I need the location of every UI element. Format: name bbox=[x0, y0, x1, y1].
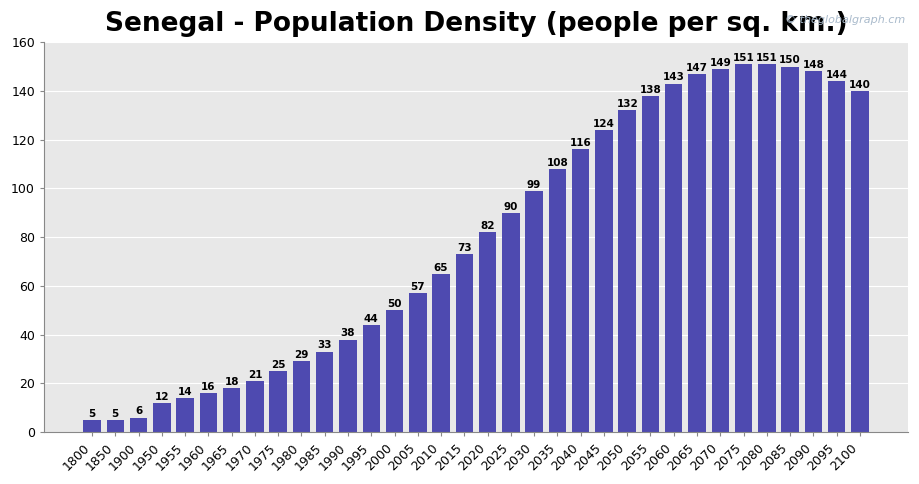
Bar bbox=[479, 232, 496, 432]
Bar bbox=[84, 420, 101, 432]
Text: 124: 124 bbox=[593, 119, 615, 129]
Bar bbox=[502, 213, 519, 432]
Text: 14: 14 bbox=[177, 387, 192, 397]
Text: 151: 151 bbox=[756, 53, 777, 63]
Text: 50: 50 bbox=[387, 299, 402, 309]
Bar bbox=[805, 72, 823, 432]
Text: 65: 65 bbox=[434, 262, 448, 272]
Text: 144: 144 bbox=[825, 70, 847, 80]
Text: 6: 6 bbox=[135, 406, 142, 416]
Text: 148: 148 bbox=[802, 60, 824, 70]
Bar bbox=[269, 371, 287, 432]
Text: 5: 5 bbox=[88, 408, 96, 419]
Text: 147: 147 bbox=[686, 63, 708, 73]
Text: 16: 16 bbox=[201, 382, 216, 392]
Text: 21: 21 bbox=[247, 370, 262, 380]
Bar bbox=[851, 91, 868, 432]
Text: 90: 90 bbox=[504, 202, 518, 212]
Bar bbox=[456, 254, 473, 432]
Text: 140: 140 bbox=[849, 80, 871, 90]
Bar bbox=[758, 64, 776, 432]
Text: 29: 29 bbox=[294, 350, 309, 360]
Text: 116: 116 bbox=[570, 138, 592, 148]
Bar bbox=[362, 325, 380, 432]
Bar bbox=[409, 293, 426, 432]
Bar bbox=[549, 169, 566, 432]
Bar bbox=[711, 69, 729, 432]
Text: 73: 73 bbox=[457, 243, 471, 253]
Text: 82: 82 bbox=[481, 221, 494, 231]
Text: 138: 138 bbox=[640, 85, 662, 94]
Text: 33: 33 bbox=[317, 340, 332, 350]
Text: 108: 108 bbox=[547, 158, 568, 168]
Text: © theglobalgraph.cm: © theglobalgraph.cm bbox=[785, 15, 905, 25]
Text: 38: 38 bbox=[341, 328, 356, 338]
Bar bbox=[665, 84, 683, 432]
Bar bbox=[339, 340, 357, 432]
Bar bbox=[107, 420, 124, 432]
Bar bbox=[199, 393, 217, 432]
Bar bbox=[781, 67, 799, 432]
Bar bbox=[828, 81, 845, 432]
Text: 143: 143 bbox=[663, 73, 685, 82]
Bar bbox=[293, 362, 310, 432]
Bar bbox=[386, 310, 403, 432]
Bar bbox=[130, 418, 147, 432]
Text: 99: 99 bbox=[527, 180, 541, 190]
Bar bbox=[688, 74, 706, 432]
Text: 150: 150 bbox=[779, 55, 801, 65]
Bar bbox=[176, 398, 194, 432]
Bar bbox=[641, 96, 659, 432]
Text: 149: 149 bbox=[709, 58, 732, 68]
Text: 57: 57 bbox=[411, 282, 425, 292]
Text: 12: 12 bbox=[154, 392, 169, 402]
Text: 151: 151 bbox=[732, 53, 754, 63]
Bar bbox=[153, 403, 171, 432]
Text: 18: 18 bbox=[224, 377, 239, 387]
Text: 132: 132 bbox=[617, 99, 638, 109]
Bar bbox=[526, 191, 543, 432]
Bar bbox=[316, 352, 334, 432]
Title: Senegal - Population Density (people per sq. km.): Senegal - Population Density (people per… bbox=[105, 11, 847, 37]
Bar bbox=[432, 274, 449, 432]
Bar bbox=[618, 110, 636, 432]
Text: 25: 25 bbox=[271, 360, 286, 370]
Bar bbox=[596, 130, 613, 432]
Text: 44: 44 bbox=[364, 314, 379, 324]
Bar bbox=[246, 381, 264, 432]
Text: 5: 5 bbox=[111, 408, 119, 419]
Bar bbox=[572, 150, 589, 432]
Bar bbox=[735, 64, 753, 432]
Bar bbox=[223, 388, 241, 432]
